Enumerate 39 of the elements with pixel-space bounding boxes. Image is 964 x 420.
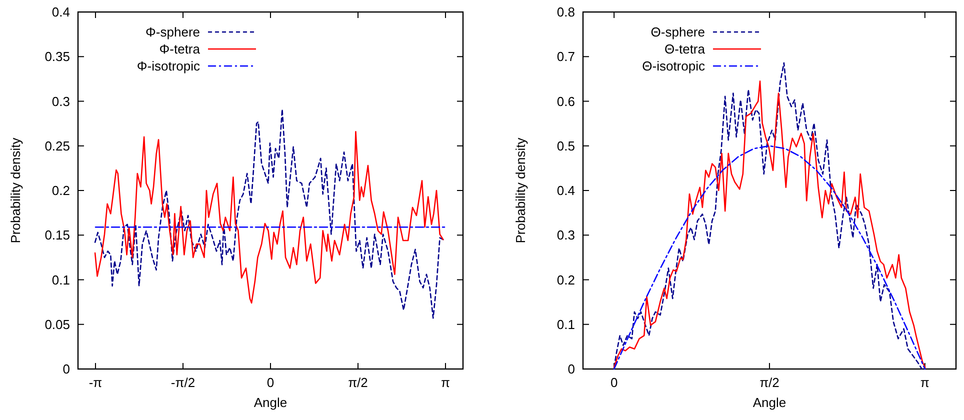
y-tick-label: 0.1 xyxy=(52,272,70,288)
legend-label: Φ-tetra xyxy=(159,42,201,57)
y-tick-label: 0.2 xyxy=(52,183,70,198)
legend-label: Θ-isotropic xyxy=(642,58,706,74)
x-tick-label: π/2 xyxy=(348,375,368,390)
y-tick-label: 0.15 xyxy=(44,228,70,243)
y-tick-label: 0.4 xyxy=(556,183,575,198)
x-axis-title: Angle xyxy=(254,395,288,410)
x-tick-label: 0 xyxy=(610,375,618,390)
y-tick-label: 0.4 xyxy=(52,4,70,20)
y-tick-label: 0.6 xyxy=(556,94,575,109)
x-tick-label: π/2 xyxy=(760,375,780,390)
y-tick-label: 0.5 xyxy=(556,138,575,154)
y-tick-label: 0.2 xyxy=(556,272,575,288)
x-tick-label: π xyxy=(440,375,450,390)
x-tick-label: 0 xyxy=(266,375,274,390)
line-series xyxy=(613,145,926,370)
y-tick-label: 0.3 xyxy=(52,94,70,109)
legend-label: Φ-isotropic xyxy=(136,58,200,74)
legend-label: Θ-sphere xyxy=(650,24,705,40)
line-series xyxy=(94,108,444,319)
y-tick-label: 0 xyxy=(568,362,575,377)
x-tick-label: -π/2 xyxy=(170,375,196,390)
y-tick-label: 0 xyxy=(62,362,70,377)
y-tick-label: 0.7 xyxy=(556,49,575,64)
y-axis-title: Probability density xyxy=(513,137,528,244)
legend-label: Θ-tetra xyxy=(664,42,706,57)
y-tick-label: 0.05 xyxy=(44,316,70,332)
legend-label: Φ-sphere xyxy=(146,24,200,40)
x-tick-label: π xyxy=(920,375,930,390)
x-axis-title: Angle xyxy=(752,395,786,410)
y-tick-label: 0.35 xyxy=(44,49,70,64)
x-tick-label: -π xyxy=(88,375,102,390)
y-tick-label: 0.25 xyxy=(44,138,70,154)
line-series xyxy=(94,130,444,304)
y-tick-label: 0.3 xyxy=(556,228,575,243)
y-axis-title: Probability density xyxy=(8,137,23,244)
y-tick-label: 0.1 xyxy=(556,316,575,332)
y-tick-label: 0.8 xyxy=(556,4,575,20)
